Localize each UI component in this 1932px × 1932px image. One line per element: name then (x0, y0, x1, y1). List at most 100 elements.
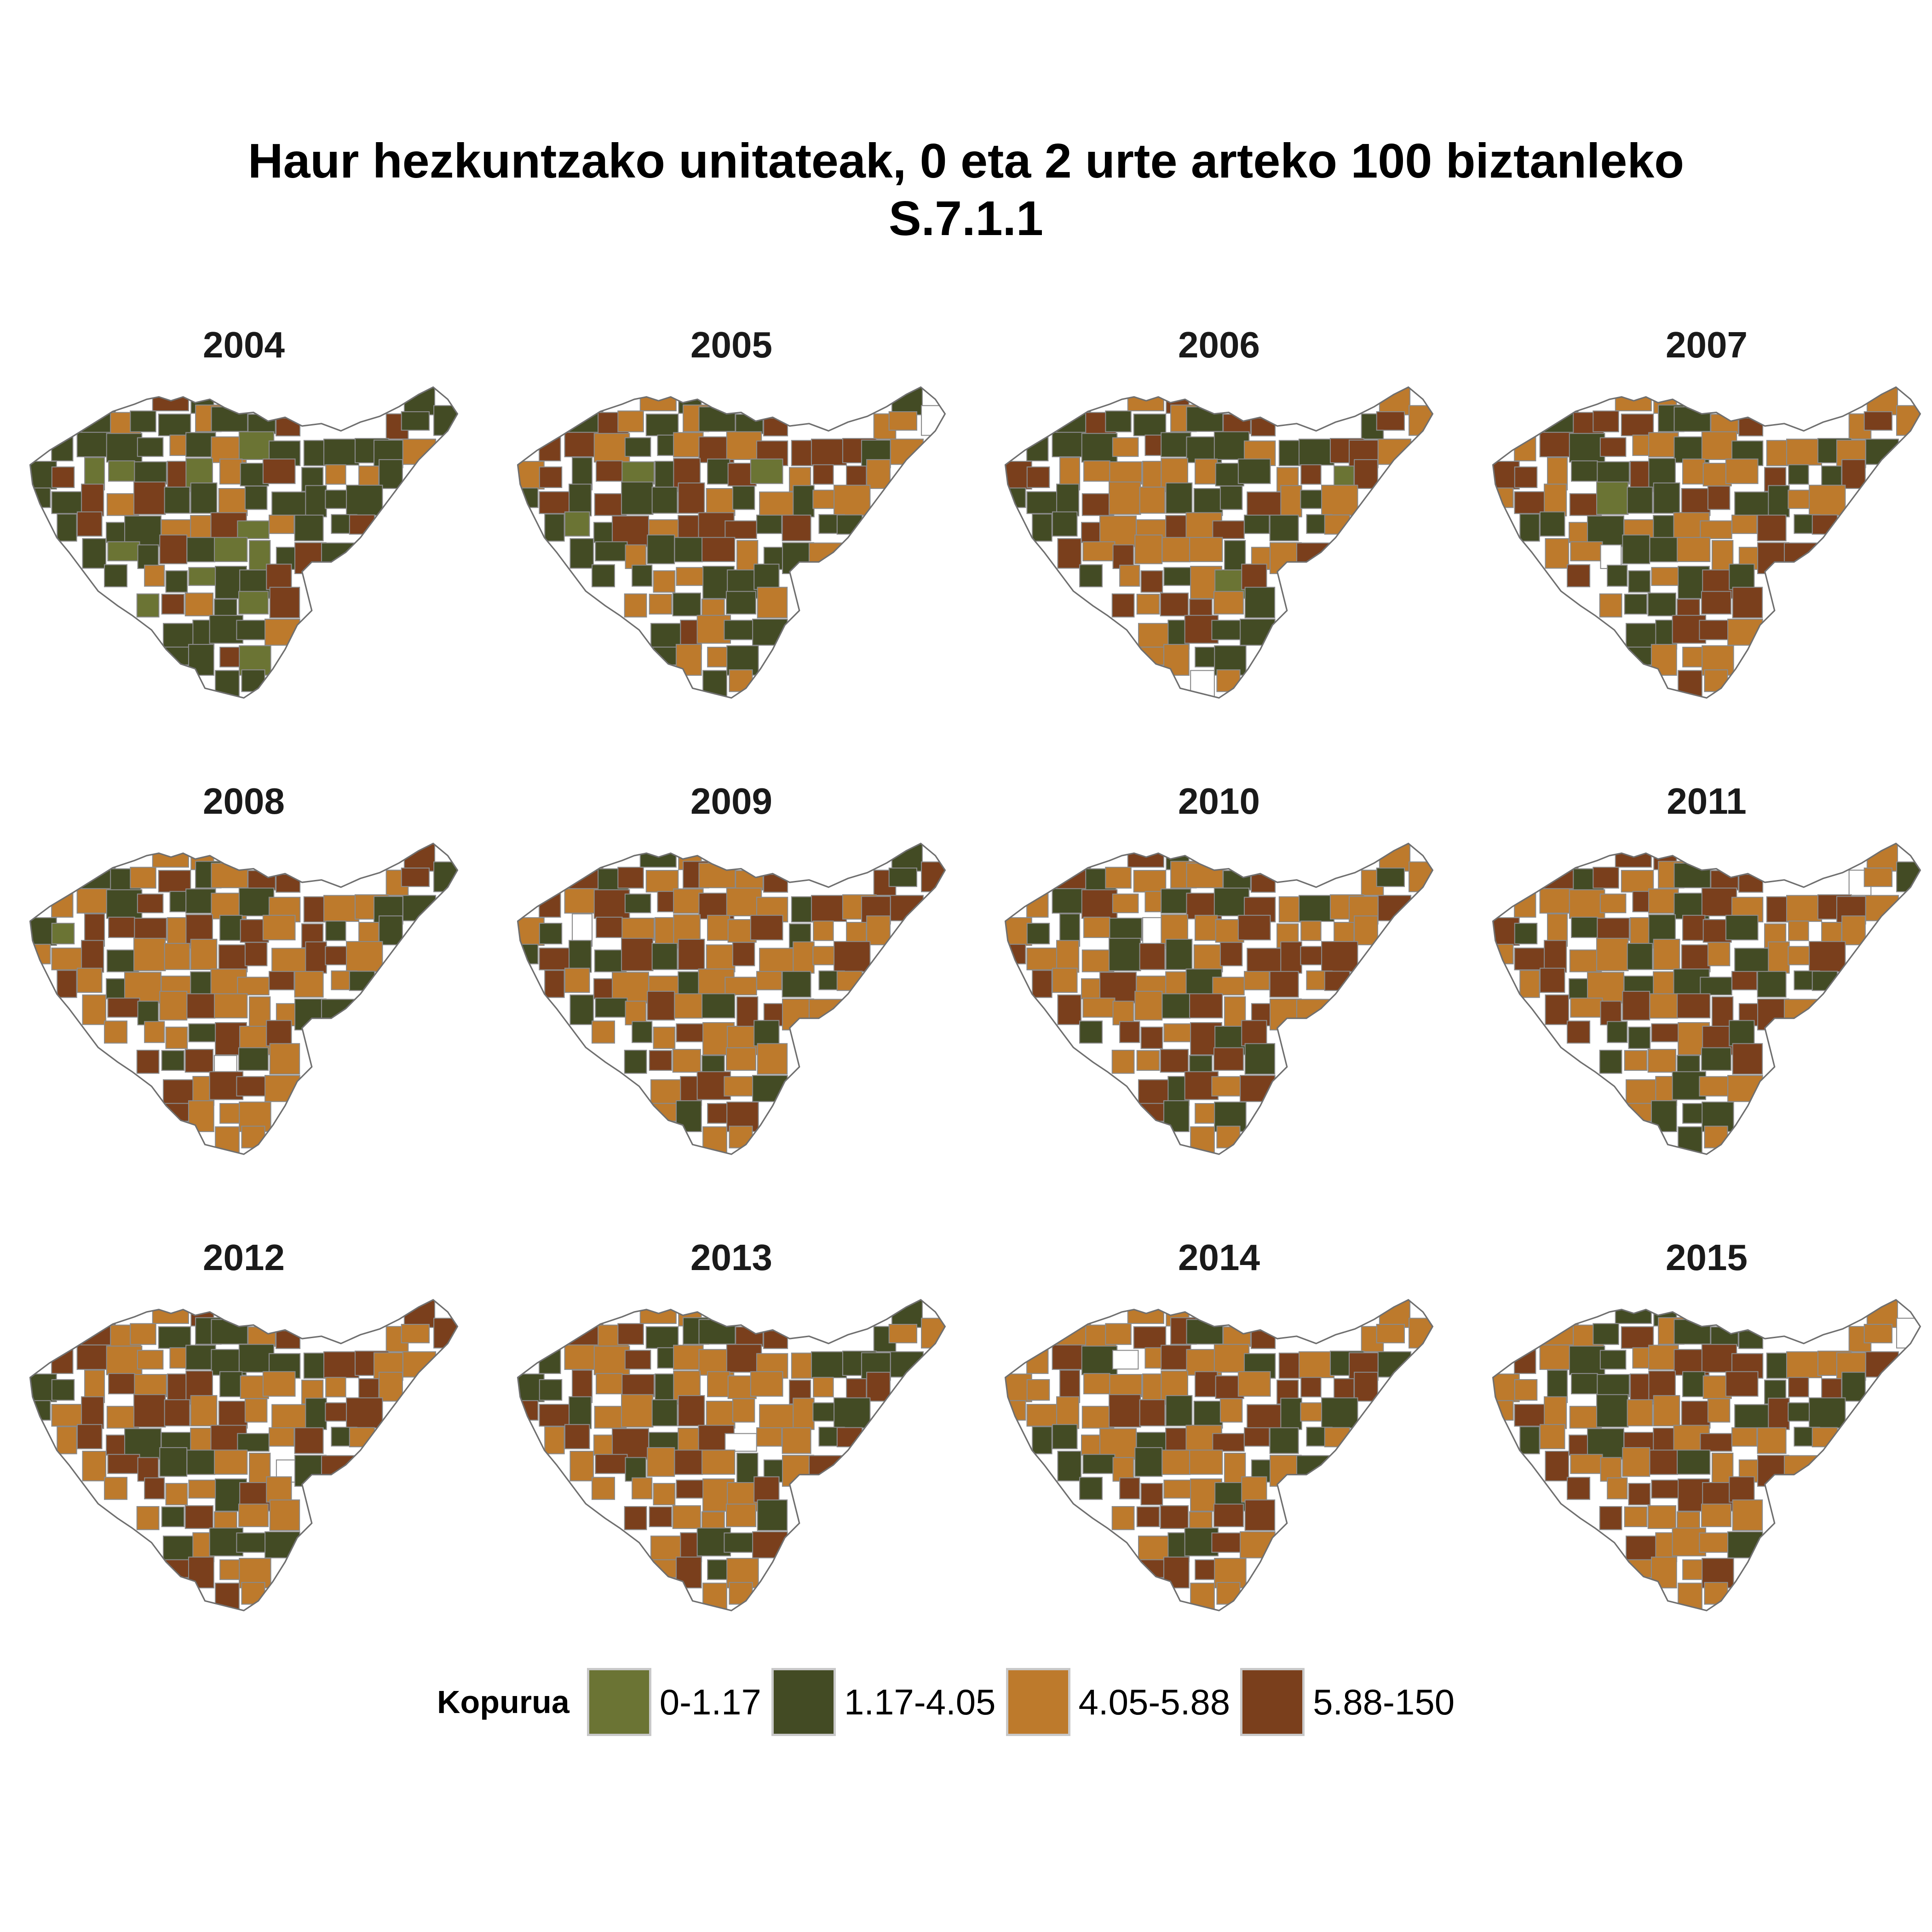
municipality-region (539, 435, 561, 461)
municipality-region (1237, 914, 1271, 941)
municipality-region (1569, 1346, 1605, 1375)
municipality-region (651, 1399, 678, 1426)
municipality-region (219, 914, 243, 941)
municipality-region (402, 895, 437, 921)
municipality-region (706, 944, 736, 972)
municipality-region (1119, 1021, 1140, 1043)
municipality-region (1707, 942, 1731, 966)
municipality-region (651, 943, 678, 970)
municipality-region (1377, 1351, 1412, 1378)
municipality-region (262, 1371, 296, 1397)
municipality-region (1571, 1373, 1598, 1395)
municipality-region (596, 1373, 623, 1395)
municipality-region (165, 1483, 188, 1506)
municipality-region (1545, 1450, 1570, 1482)
municipality-region (702, 537, 736, 562)
municipality-region (1600, 1000, 1622, 1025)
municipality-region (1650, 1100, 1677, 1133)
municipality-region (1682, 1559, 1706, 1580)
municipality-region (1212, 1433, 1245, 1452)
municipality-region (1566, 1477, 1591, 1500)
municipality-region (1224, 996, 1246, 1030)
municipality-region (1732, 1499, 1763, 1531)
municipality-region (269, 586, 300, 619)
municipality-region (1140, 570, 1163, 593)
municipality-region (811, 895, 847, 922)
municipality-region (1596, 481, 1629, 515)
municipality-region (1514, 1348, 1536, 1374)
municipality-region (632, 1477, 653, 1500)
municipality-region (1627, 486, 1653, 514)
municipality-region (1725, 914, 1759, 941)
municipality-region (1647, 592, 1677, 616)
municipality-region (808, 1455, 843, 1477)
municipality-region (1628, 1026, 1651, 1049)
municipality-region (724, 1076, 755, 1097)
municipality-region (1377, 895, 1412, 921)
municipality-region (702, 1449, 736, 1475)
municipality-region (238, 431, 275, 460)
municipality-region (1651, 1023, 1680, 1042)
municipality-region (1026, 891, 1049, 918)
map-panel-2011: 2011 (1463, 778, 1932, 1234)
municipality-region (325, 946, 350, 966)
municipality-region (1539, 511, 1565, 537)
municipality-region (732, 942, 755, 966)
municipality-region (1300, 489, 1325, 509)
choropleth-map (29, 386, 459, 699)
municipality-region (753, 564, 780, 590)
municipality-region (1727, 1531, 1763, 1558)
municipality-region (1109, 1374, 1142, 1397)
municipality-region (1133, 414, 1167, 437)
municipality-region (188, 1479, 217, 1499)
municipality-region (1134, 1447, 1163, 1477)
municipality-region (379, 459, 403, 489)
panel-year-label: 2005 (690, 324, 772, 365)
municipality-region (1240, 1531, 1276, 1558)
municipality-region (591, 1020, 615, 1044)
municipality-region (1628, 570, 1651, 593)
municipality-region (569, 940, 592, 973)
municipality-region (544, 1426, 565, 1455)
region-outline (1492, 842, 1921, 1155)
municipality-region (649, 1050, 673, 1071)
municipality-region (1081, 1406, 1115, 1429)
municipality-region (159, 1447, 188, 1477)
municipality-region (1493, 1373, 1520, 1403)
municipality-region (1052, 431, 1085, 458)
municipality-region (164, 486, 190, 514)
municipality-region (1783, 999, 1818, 1020)
municipality-region (759, 1404, 795, 1430)
municipality-region (401, 411, 430, 431)
municipality-region (164, 943, 190, 970)
municipality-region (1052, 511, 1078, 537)
municipality-region (1213, 1344, 1250, 1373)
municipality-region (1732, 586, 1763, 619)
municipality-region (1596, 937, 1629, 972)
municipality-region (1786, 895, 1823, 922)
municipality-region (756, 1427, 782, 1447)
panel-year-label: 2008 (203, 781, 285, 822)
municipality-region (1136, 1050, 1160, 1071)
municipality-region (186, 1449, 216, 1475)
municipality-region (266, 1476, 292, 1503)
municipality-region (1599, 1506, 1622, 1530)
municipality-region (1768, 941, 1790, 974)
municipality-region (1650, 644, 1677, 676)
municipality-region (1624, 593, 1648, 615)
municipality-region (834, 1397, 871, 1429)
map-panel-2013: 2013 (488, 1235, 975, 1690)
municipality-region (186, 993, 216, 1019)
municipality-region (1624, 1506, 1648, 1527)
municipality-region (834, 484, 871, 516)
municipality-region (891, 843, 923, 872)
municipality-region (621, 1394, 654, 1428)
municipality-region (185, 1345, 216, 1370)
municipality-region (1493, 487, 1514, 508)
municipality-region (1863, 1323, 1893, 1344)
municipality-region (678, 938, 705, 970)
municipality-region (1082, 997, 1116, 1018)
municipality-region (1701, 591, 1732, 615)
municipality-region (1162, 993, 1191, 1019)
municipality-region (647, 1447, 675, 1477)
